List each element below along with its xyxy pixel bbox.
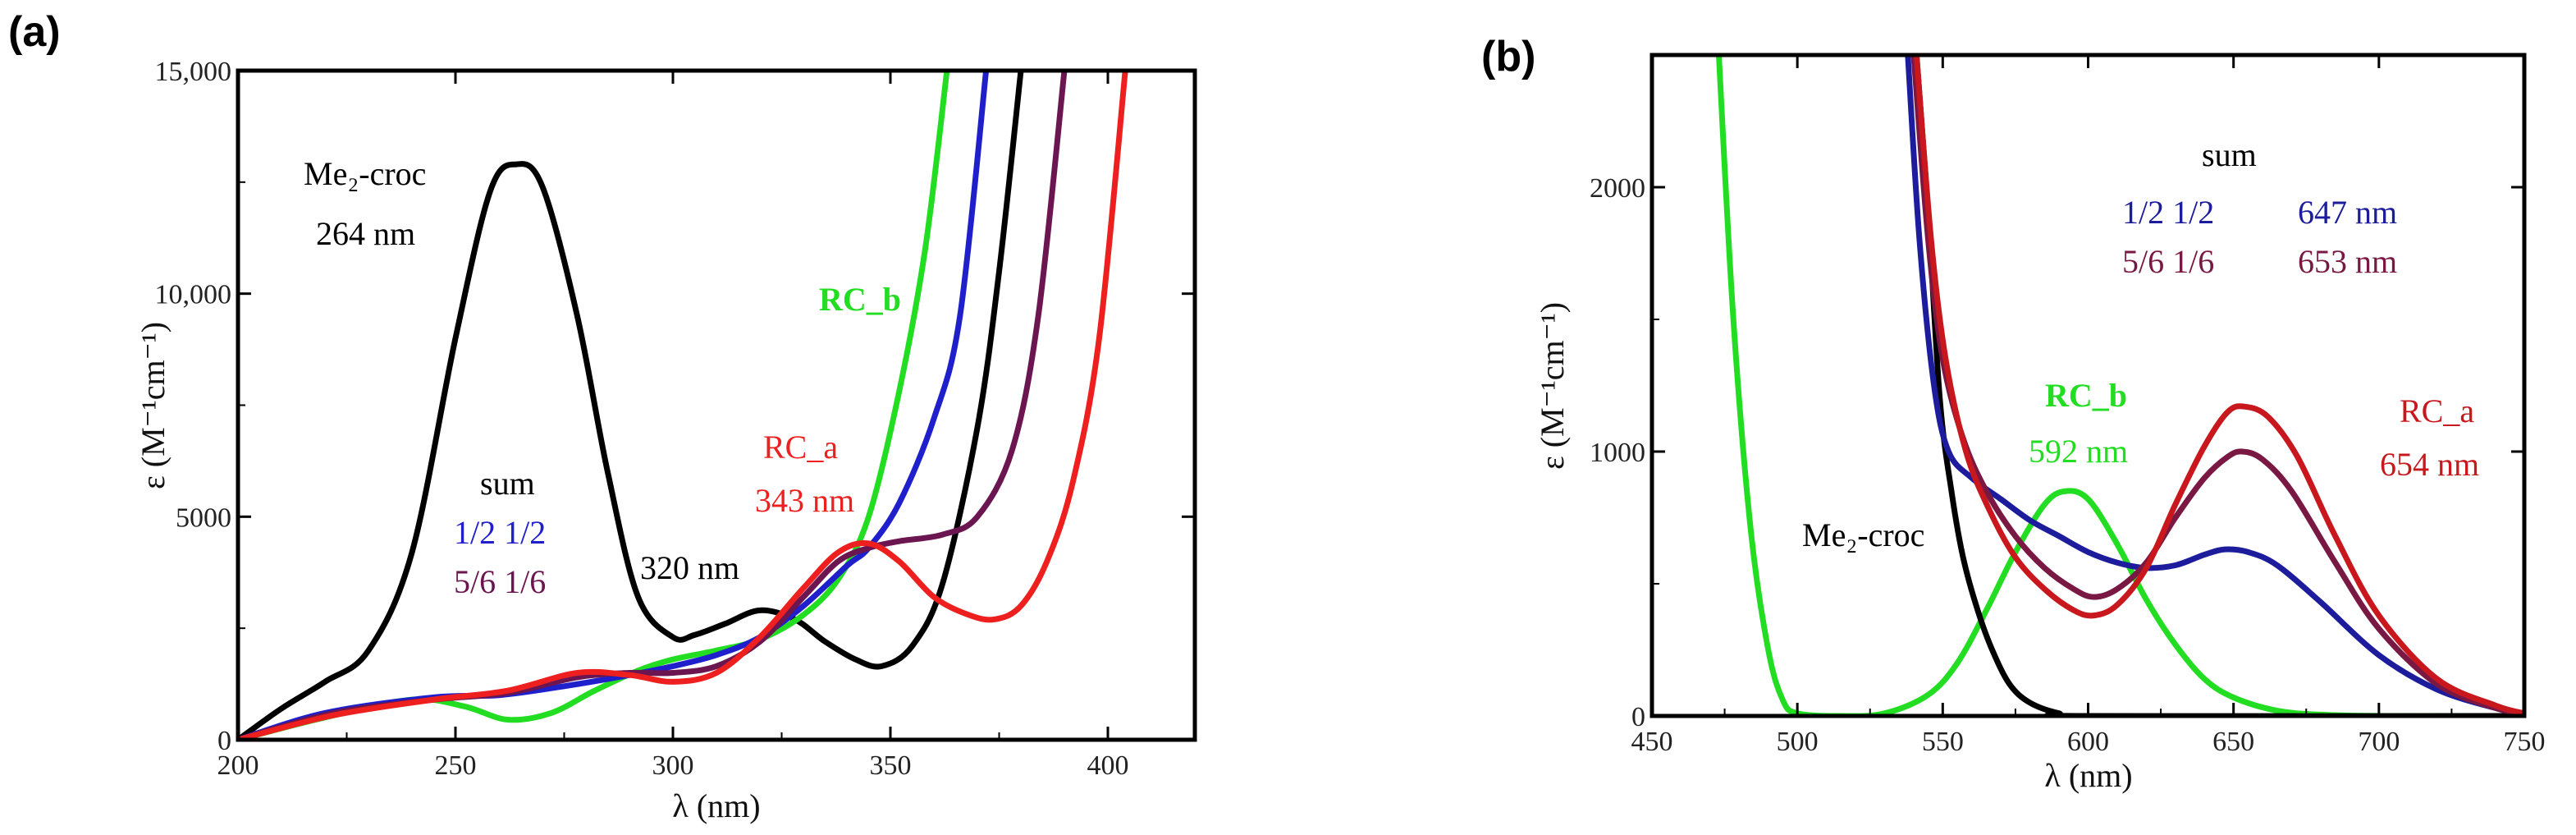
b-annot-653: 653 nm — [2298, 243, 2397, 280]
panel-b-plot: 450 500 550 600 650 700 750 0 1000 2000 — [1590, 53, 2546, 757]
x-tick-label-a: 200 — [217, 750, 259, 781]
panel-b-label: (b) — [1481, 33, 1535, 80]
x-tick-label-b: 500 — [1777, 727, 1819, 757]
series-a-me2-croc — [238, 71, 1024, 740]
x-tick-label-a: 350 — [870, 750, 912, 781]
a-annot-me2croc: Me₂-croc — [304, 155, 426, 192]
y-tick-label-b: 0 — [1631, 702, 1645, 732]
y-tick-label-a: 0 — [217, 726, 231, 756]
x-tick-label-a: 300 — [652, 750, 694, 781]
x-tick-label-b: 450 — [1631, 727, 1673, 757]
series-a-rca — [238, 71, 1128, 740]
y-tick-label-b: 2000 — [1590, 173, 1645, 204]
a-annot-343nm: 343 nm — [755, 482, 854, 519]
y-tick-label-b: 1000 — [1590, 438, 1645, 468]
x-tick-label-b: 550 — [1922, 727, 1964, 757]
y-tick-label-a: 10,000 — [155, 280, 232, 310]
b-annot-half: 1/2 1/2 — [2122, 194, 2214, 231]
a-annot-me2croc-text: Me₂-croc — [304, 155, 426, 192]
x-tick-label-a: 250 — [435, 750, 477, 781]
a-annot-half: 1/2 1/2 — [454, 514, 546, 551]
y-tick-label-a: 15,000 — [155, 57, 232, 87]
panel-a-xlabel: λ (nm) — [672, 787, 760, 824]
b-annot-rcb: RC_b — [2045, 377, 2127, 414]
a-annot-rcb: RC_b — [819, 281, 901, 318]
x-tick-label-a: 400 — [1087, 750, 1129, 781]
x-tick-label-b: 700 — [2358, 727, 2400, 757]
b-annot-592: 592 nm — [2029, 433, 2128, 470]
b-annot-647: 647 nm — [2298, 194, 2397, 231]
panel-b-xlabel: λ (nm) — [2044, 757, 2132, 794]
b-annot-654: 654 nm — [2380, 446, 2479, 483]
b-annot-rca: RC_a — [2400, 392, 2474, 429]
series-b-rcb — [1716, 55, 2524, 716]
panel-a-ylabel: ε (M⁻¹cm⁻¹) — [135, 322, 172, 489]
a-annot-rca: RC_a — [763, 429, 838, 466]
panel-a-label: (a) — [8, 8, 61, 56]
a-annot-56: 5/6 1/6 — [454, 563, 546, 600]
y-tick-label-a: 5000 — [176, 502, 231, 533]
x-tick-label-b: 750 — [2504, 727, 2546, 757]
a-annot-sum: sum — [480, 465, 535, 502]
a-annot-264nm: 264 nm — [316, 215, 415, 252]
series-b-sum-1-2-1-2 — [1905, 55, 2524, 716]
panel-b-ylabel: ε (M⁻¹cm⁻¹) — [1534, 302, 1571, 470]
panel-a-plot: 200 250 300 350 400 0 5000 10,000 15,000 — [155, 57, 1197, 781]
x-tick-label-b: 600 — [2067, 727, 2109, 757]
b-annot-56: 5/6 1/6 — [2122, 243, 2214, 280]
series-b-rca — [1913, 55, 2524, 716]
x-tick-label-b: 650 — [2212, 727, 2254, 757]
b-annot-sum: sum — [2202, 136, 2257, 173]
a-annot-320nm: 320 nm — [640, 549, 739, 586]
b-annot-me2croc: Me₂-croc — [1802, 516, 1924, 553]
